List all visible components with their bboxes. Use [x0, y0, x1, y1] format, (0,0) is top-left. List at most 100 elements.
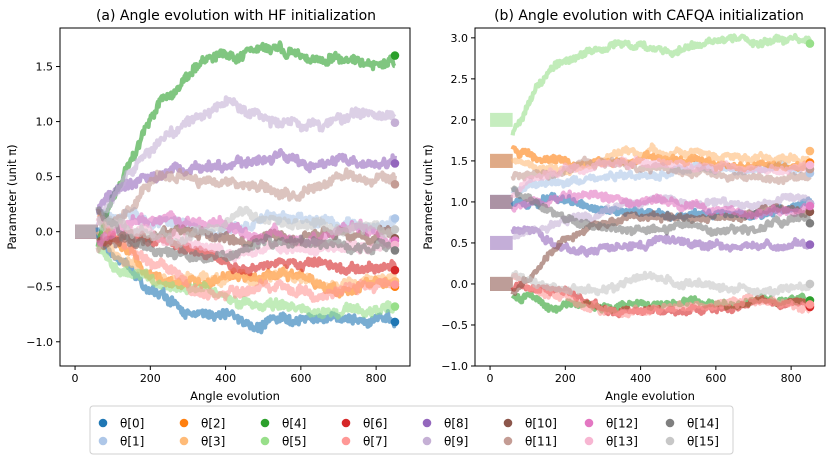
series-line-11 — [95, 167, 397, 254]
series-line-5 — [510, 32, 812, 136]
initial-segment-15 — [75, 224, 98, 239]
ticks-cafqa: 0 200 400 600 800 −1.0 −0.5 0.0 0.5 1.0 1.5 2.0 2.5 3… — [441, 32, 801, 385]
initial-segment-15 — [490, 276, 513, 291]
series-endpoint-1 — [390, 214, 400, 223]
series-line-8 — [95, 148, 397, 215]
ticks-hf: 0 200 400 600 800 −1.0 −0.5 0.0 0.5 1.0 1.5 — [26, 61, 386, 385]
series-endpoint-14 — [805, 218, 815, 228]
x-tick-label: 200 — [140, 372, 161, 385]
y-tick-label: 1.5 — [451, 155, 469, 168]
series-line-5 — [95, 244, 397, 320]
series-endpoint-8 — [390, 159, 400, 168]
legend-label-0: θ[0] — [120, 417, 144, 431]
y-tick-label: 0.0 — [36, 226, 54, 239]
x-tick-label: 600 — [705, 372, 726, 385]
series-line-4 — [95, 40, 397, 248]
y-tick-label: −0.5 — [26, 281, 53, 294]
x-tick-label: 200 — [555, 372, 576, 385]
axes-frame-cafqa — [474, 27, 826, 367]
legend-label-1: θ[1] — [120, 435, 144, 449]
legend-marker-12 — [584, 418, 594, 428]
legend-marker-1 — [98, 436, 108, 446]
y-tick-label: 2.5 — [451, 73, 469, 86]
series-line-15 — [96, 205, 397, 249]
legend-marker-11 — [503, 436, 513, 446]
legend-label-11: θ[11] — [525, 435, 557, 449]
series-endpoint-3 — [805, 146, 815, 156]
axes-frame-hf — [59, 27, 411, 367]
y-axis-label-hf: Parameter (unit π) — [5, 144, 19, 249]
x-tick-label: 800 — [366, 372, 387, 385]
x-tick-label: 0 — [72, 372, 79, 385]
legend-label-7: θ[7] — [363, 435, 387, 449]
series-line-14 — [95, 206, 397, 264]
series-endpoint-11 — [390, 180, 400, 189]
series-line-15 — [510, 270, 812, 298]
legend-label-10: θ[10] — [525, 417, 557, 431]
series-line-8 — [510, 225, 812, 258]
series-endpoint-5 — [390, 302, 400, 311]
legend-box — [89, 405, 734, 455]
series-endpoint-0 — [390, 317, 400, 327]
y-tick-label: 2.0 — [451, 114, 469, 127]
legend-label-3: θ[3] — [201, 435, 225, 449]
legend-marker-9 — [422, 436, 432, 446]
chart-title-hf: (a) Angle evolution with HF initializati… — [96, 8, 376, 24]
x-tick-label: 600 — [290, 372, 311, 385]
series-endpoint-7 — [390, 280, 400, 289]
legend-label-2: θ[2] — [201, 417, 225, 431]
legend-label-9: θ[9] — [444, 435, 468, 449]
series-endpoint-7 — [805, 300, 815, 309]
initial-segment-11 — [490, 153, 513, 168]
panel-hf: (a) Angle evolution with HF initializati… — [5, 8, 411, 403]
series-line-14 — [510, 185, 812, 237]
legend-marker-10 — [503, 418, 513, 428]
plot-area-cafqa — [490, 32, 815, 319]
initial-segment-14 — [490, 194, 513, 209]
y-tick-label: 0.5 — [36, 171, 54, 184]
x-tick-label: 800 — [781, 372, 802, 385]
chart-title-cafqa: (b) Angle evolution with CAFQA initializ… — [494, 8, 804, 24]
legend: θ[0] θ[1] θ[2] θ[3] θ[4] θ[5] θ[6] θ[7] θ[8] θ[9]… — [89, 405, 734, 455]
legend-label-5: θ[5] — [282, 435, 306, 449]
x-tick-label: 400 — [215, 372, 236, 385]
y-tick-label: 0.5 — [451, 237, 469, 250]
legend-label-12: θ[12] — [606, 417, 638, 431]
legend-label-6: θ[6] — [363, 417, 387, 431]
series-endpoint-9 — [390, 118, 400, 127]
series-line-9 — [95, 95, 397, 226]
y-tick-label: 1.5 — [36, 61, 54, 74]
legend-marker-4 — [260, 418, 270, 428]
legend-marker-7 — [341, 436, 351, 446]
plot-area-hf — [75, 40, 400, 335]
legend-label-15: θ[15] — [687, 435, 719, 449]
legend-marker-6 — [341, 418, 351, 428]
initial-segment-5 — [490, 112, 513, 127]
x-axis-label-cafqa: Angle evolution — [605, 389, 695, 403]
series-line-0 — [95, 227, 397, 335]
legend-label-14: θ[14] — [687, 417, 719, 431]
series-endpoint-15 — [390, 225, 400, 234]
legend-marker-0 — [98, 418, 108, 428]
y-tick-label: 1.0 — [451, 196, 469, 209]
series-line-7 — [510, 272, 812, 319]
series-endpoint-14 — [390, 246, 400, 255]
y-tick-label: 3.0 — [451, 32, 469, 45]
legend-marker-5 — [260, 436, 270, 446]
x-tick-label: 400 — [630, 372, 651, 385]
series-line-12 — [510, 189, 812, 220]
series-endpoint-15 — [805, 279, 815, 289]
initial-segment-9 — [490, 235, 513, 250]
series-endpoint-12 — [805, 201, 815, 211]
legend-marker-14 — [665, 418, 675, 428]
legend-label-4: θ[4] — [282, 417, 306, 431]
legend-marker-3 — [179, 436, 189, 446]
series-endpoint-6 — [390, 265, 400, 275]
y-tick-label: 0.0 — [451, 278, 469, 291]
y-axis-label-cafqa: Parameter (unit π) — [421, 144, 435, 249]
panel-cafqa: (b) Angle evolution with CAFQA initializ… — [421, 8, 826, 403]
series-endpoint-13 — [805, 160, 815, 170]
legend-marker-8 — [422, 418, 432, 428]
series-endpoint-5 — [805, 39, 815, 48]
